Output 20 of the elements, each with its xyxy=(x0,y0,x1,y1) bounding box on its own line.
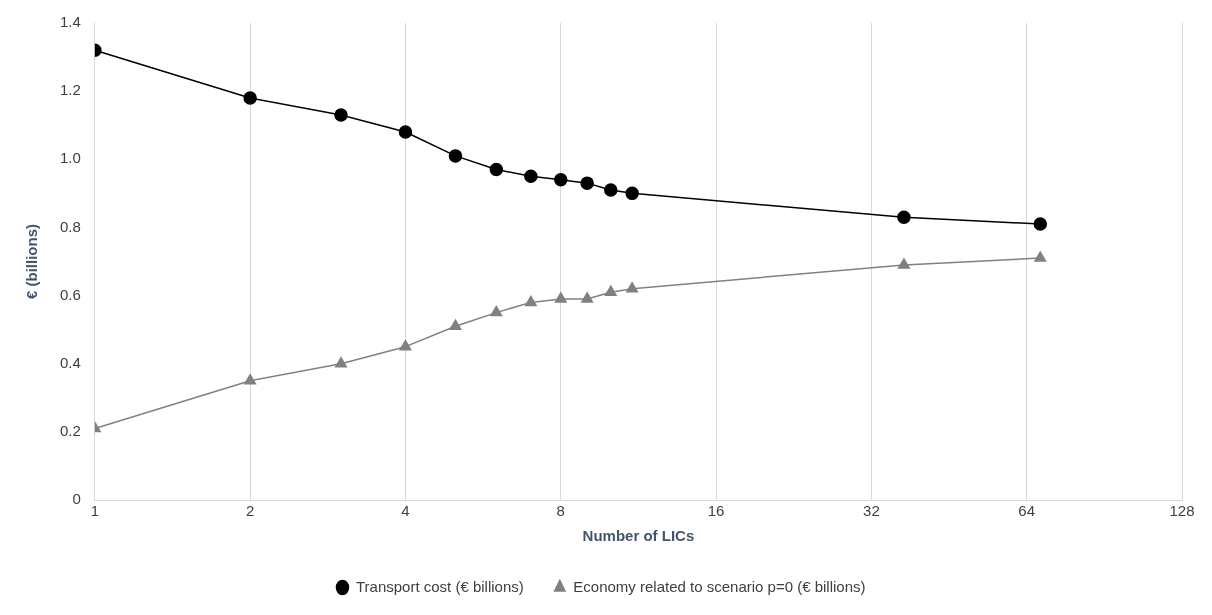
x-tick-label: 4 xyxy=(401,502,410,520)
x-tick-label: 2 xyxy=(245,502,255,520)
y-tick-label: 0.4 xyxy=(59,353,81,371)
x-tick-label: 8 xyxy=(556,502,565,520)
y-tick-label: 0.6 xyxy=(59,285,81,303)
x-axis-title: Number of LICs xyxy=(582,527,695,545)
legend-label: Economy related to scenario p=0 (€ billions) xyxy=(573,577,866,595)
y-tick-label: 1.2 xyxy=(59,81,81,99)
y-tick-label: 1.4 xyxy=(59,13,81,31)
x-tick-label: 16 xyxy=(707,502,725,520)
legend-label: Transport cost (€ billions) xyxy=(355,577,524,595)
y-tick-label: 0 xyxy=(72,490,81,508)
y-tick-label: 1.0 xyxy=(59,149,81,167)
x-tick-label: 64 xyxy=(1018,502,1036,520)
y-tick-label: 0.2 xyxy=(59,422,81,439)
x-tick-label: 128 xyxy=(1169,502,1195,520)
x-tick-label: 32 xyxy=(863,502,880,520)
x-tick-label: 1 xyxy=(90,502,100,520)
y-tick-label: 0.8 xyxy=(59,217,81,235)
y-axis-title: € (billions) xyxy=(23,224,41,299)
